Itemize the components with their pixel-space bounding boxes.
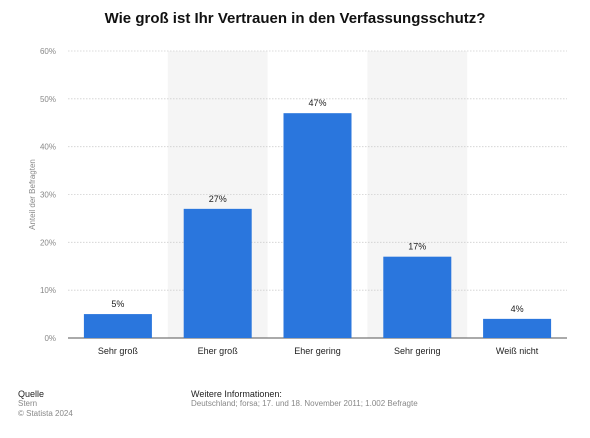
x-tick-label: Eher gering [294, 346, 341, 356]
chart-title: Wie groß ist Ihr Vertrauen in den Verfas… [104, 10, 486, 27]
info-block: Weitere Informationen: Deutschland; fors… [191, 389, 418, 409]
info-heading: Weitere Informationen: [191, 389, 282, 399]
x-tick-label: Sehr groß [98, 346, 139, 356]
x-tick-label: Weiß nicht [496, 346, 539, 356]
x-tick-label: Eher groß [198, 346, 239, 356]
bar [83, 314, 152, 338]
source-block: Quelle Stern © Statista 2024 [18, 389, 73, 419]
y-axis-title: Anteil der Befragten [28, 159, 37, 230]
bar [283, 113, 352, 338]
y-tick-label: 20% [40, 238, 56, 247]
y-tick-label: 50% [40, 95, 56, 104]
data-label: 47% [308, 98, 326, 108]
data-label: 4% [511, 304, 524, 314]
y-tick-label: 0% [44, 334, 56, 343]
source-heading: Quelle [18, 389, 45, 399]
y-tick-label: 30% [40, 191, 56, 200]
bar [383, 256, 452, 338]
source-name[interactable]: Stern [18, 399, 38, 408]
y-tick-label: 10% [40, 286, 56, 295]
bar [183, 208, 252, 338]
bar [483, 318, 552, 338]
copyright: © Statista 2024 [18, 409, 73, 418]
data-label: 17% [408, 242, 426, 252]
y-tick-label: 60% [40, 47, 56, 56]
info-text: Deutschland; forsa; 17. und 18. November… [191, 399, 418, 408]
data-label: 5% [111, 299, 124, 309]
y-tick-label: 40% [40, 143, 56, 152]
data-label: 27% [209, 194, 227, 204]
x-tick-label: Sehr gering [394, 346, 441, 356]
